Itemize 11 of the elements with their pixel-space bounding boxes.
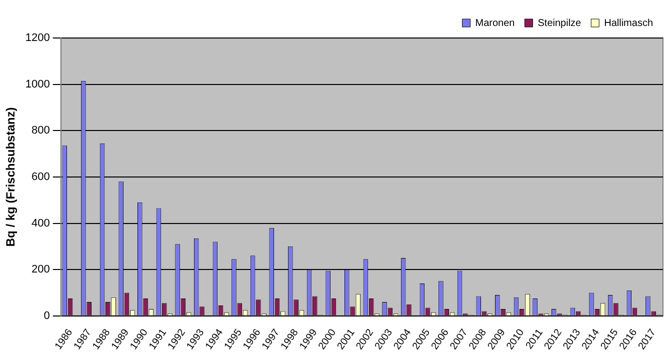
y-tick-label: 200 bbox=[32, 264, 50, 276]
y-tick-label: 1000 bbox=[25, 78, 50, 90]
legend-label: Maronen bbox=[475, 18, 515, 29]
y-axis-title: Bq / kg (Frischsubstanz) bbox=[4, 107, 18, 247]
y-tick-label: 600 bbox=[32, 170, 50, 183]
legend-label: Hallimasch bbox=[604, 18, 654, 29]
y-tick-label: 400 bbox=[32, 217, 50, 230]
y-tick-label: 800 bbox=[32, 124, 50, 137]
y-tick-label: 0 bbox=[44, 310, 50, 322]
legend-label: Steinpilze bbox=[538, 18, 582, 29]
y-tick-label: 1200 bbox=[25, 32, 50, 44]
